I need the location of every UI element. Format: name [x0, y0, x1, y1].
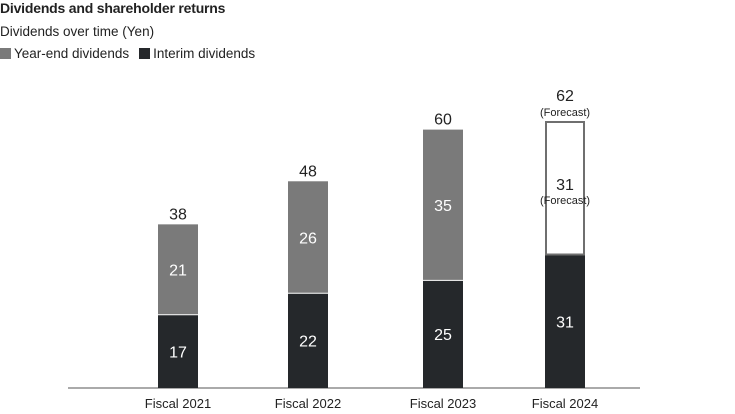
total-label-3: 60 [434, 112, 452, 129]
legend-label-year-end: Year-end dividends [14, 46, 130, 61]
bar-year-end-forecast-4 [545, 121, 585, 256]
year-end-value-label-3: 35 [434, 198, 452, 215]
legend-swatch-interim [139, 48, 151, 59]
bar-year-end-2 [288, 181, 328, 294]
x-tick-label-4: Fiscal 2024 [532, 396, 598, 411]
x-tick-label-3: Fiscal 2023 [410, 396, 476, 411]
legend-label-interim: Interim dividends [153, 46, 256, 61]
total-label-4: 62 [556, 88, 574, 105]
bar-interim-1 [158, 314, 198, 388]
total-label-2: 48 [299, 163, 317, 180]
legend-item-year-end: Year-end dividends [0, 46, 129, 61]
x-tick-label-2: Fiscal 2022 [275, 396, 341, 411]
interim-value-label-1: 17 [169, 344, 187, 361]
bar-interim-3 [423, 280, 463, 388]
chart-title: Dividends and shareholder returns [0, 0, 226, 16]
total-label-1: 38 [169, 206, 187, 223]
x-tick-label-1: Fiscal 2021 [145, 396, 211, 411]
bar-year-end-3 [423, 129, 463, 281]
legend-item-interim: Interim dividends [139, 46, 255, 61]
year-end-value-label-1: 21 [169, 263, 187, 280]
year-end-value-label-2: 26 [299, 230, 317, 247]
bar-year-end-1 [158, 224, 198, 315]
chart-subtitle: Dividends over time (Yen) [0, 24, 155, 39]
year-end-forecast-label-4: (Forecast) [540, 195, 590, 207]
total-forecast-label-4: (Forecast) [540, 107, 590, 119]
year-end-value-label-4: 31 [556, 177, 574, 194]
interim-value-label-2: 22 [299, 334, 317, 351]
bar-interim-2 [288, 293, 328, 388]
legend-swatch-year-end [0, 48, 11, 59]
legend: Year-end dividends Interim dividends [0, 46, 265, 61]
bar-interim-4 [545, 254, 585, 388]
interim-value-label-4: 31 [556, 314, 574, 331]
interim-value-label-3: 25 [434, 327, 452, 344]
